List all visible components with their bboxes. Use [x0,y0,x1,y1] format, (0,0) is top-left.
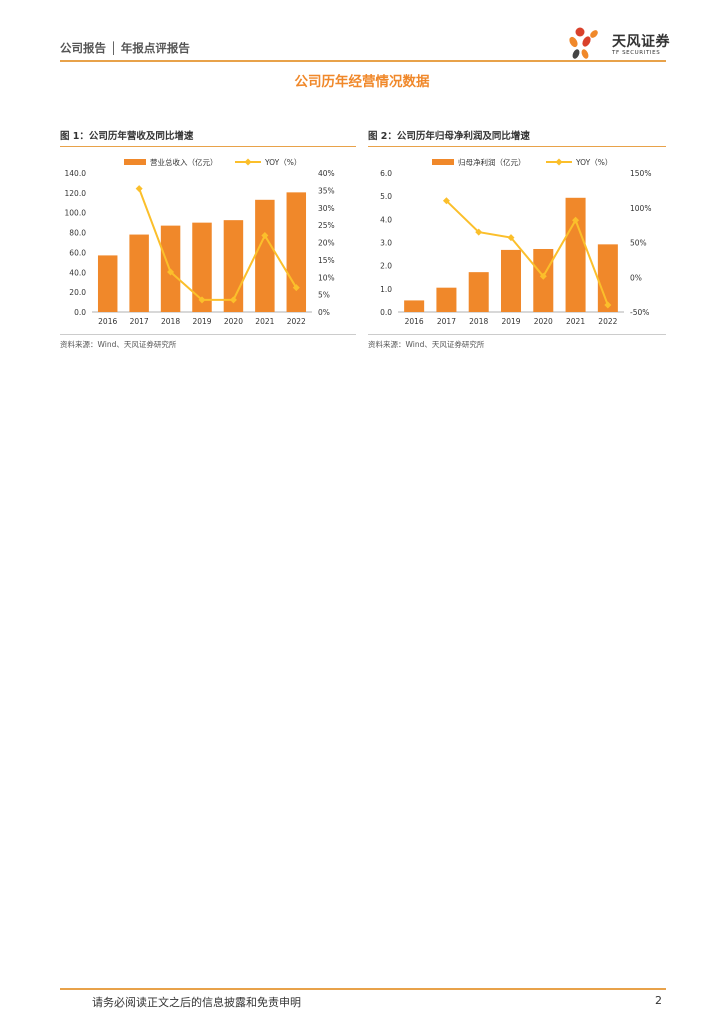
page-number: 2 [655,994,662,1007]
yoy-point-2022 [604,301,612,309]
bar-2021 [565,197,586,312]
right-axis-tick-label: 35% [318,186,335,195]
left-axis-tick-label: 0.0 [74,308,86,317]
bar-2020 [533,248,554,312]
x-axis-tick-label: 2020 [534,317,553,326]
x-axis-tick-label: 2021 [566,317,585,326]
left-axis-tick-label: 40.0 [69,268,86,277]
right-axis-tick-label: 5% [318,291,330,300]
bar-2022 [286,192,307,312]
right-axis-tick-label: 0% [630,273,642,282]
right-axis-tick-label: 30% [318,204,335,213]
right-axis-tick-label: 0% [318,308,330,317]
figure-1-source: 资料来源：Wind、天风证券研究所 [60,340,177,349]
footer-disclaimer: 请务必阅读正文之后的信息披露和免责申明 [92,996,301,1009]
yoy-point-2017 [135,185,143,193]
report-type-label: 公司报告 │ 年报点评报告 [60,41,190,55]
right-axis-tick-label: 20% [318,239,335,248]
yoy-point-2022 [292,284,300,292]
section-title: 公司历年经营情况数据 [294,74,430,90]
figure-2-title: 图 2：公司历年归母净利润及同比增速 [368,131,530,142]
right-axis-tick-label: 25% [318,221,335,230]
bar-2018 [468,272,489,312]
left-axis-tick-label: 2.0 [380,262,392,271]
bar-2017 [436,287,457,312]
footer-divider [60,988,666,990]
legend-bar-label: 营业总收入（亿元） [150,157,218,167]
figure-2-divider [368,146,666,147]
yoy-line [445,200,609,306]
left-axis-tick-label: 140.0 [65,169,87,178]
x-axis-tick-label: 2018 [161,317,180,326]
yoy-point-2017 [442,197,450,205]
right-axis-tick-label: 10% [318,273,335,282]
x-axis-tick-label: 2022 [287,317,306,326]
yoy-point-2021 [572,216,580,224]
right-axis-tick-label: -50% [630,308,649,317]
x-axis-tick-label: 2020 [224,317,243,326]
right-axis-tick-label: 150% [630,169,651,178]
right-axis-tick-label: 40% [318,169,335,178]
legend-line-marker [555,158,563,166]
yoy-point-2018 [475,228,483,236]
legend-bar-swatch [124,159,146,165]
revenue-chart: 0.0 20.0 40.0 60.0 80.0 100.0 120.0 140.0 0% 5% 10… [65,157,335,326]
legend-line-marker [244,158,252,166]
legend-line-label: YOY（%） [575,158,612,167]
x-axis-tick-label: 2017 [437,317,456,326]
logo-subtitle: TF SECURITIES [612,50,661,56]
yoy-point-2018 [167,268,175,276]
left-axis-tick-label: 0.0 [380,308,392,317]
yoy-point-2020 [229,296,237,304]
left-axis-tick-label: 1.0 [380,285,392,294]
header-divider [60,60,666,62]
left-axis-tick-label: 80.0 [69,229,86,238]
yoy-point-2019 [507,234,515,242]
left-axis-tick-label: 5.0 [380,192,392,201]
bar-2017 [129,234,149,312]
left-axis-tick-label: 120.0 [65,189,87,198]
yoy-line [138,188,298,301]
x-axis-tick-label: 2021 [255,317,274,326]
x-axis-tick-label: 2017 [130,317,149,326]
left-axis-tick-label: 60.0 [69,248,86,257]
x-axis-tick-label: 2016 [98,317,117,326]
legend-bar-label: 归母净利润（亿元） [458,157,526,167]
yoy-point-2019 [198,296,206,304]
figure-2-source-divider [368,334,666,335]
bar-2019 [500,249,522,312]
legend-bar-swatch [432,159,454,165]
right-axis-tick-label: 15% [318,256,335,265]
logo-icon [569,27,598,59]
bar-2022 [597,244,618,312]
left-axis-tick-label: 100.0 [65,209,87,218]
bar-2019 [192,222,212,312]
bar-2016 [97,255,118,312]
left-axis-tick-label: 3.0 [380,239,392,248]
legend-line-label: YOY（%） [264,158,301,167]
left-axis-tick-label: 4.0 [380,215,392,224]
x-axis-tick-label: 2019 [192,317,211,326]
figure-1-source-divider [60,334,356,335]
right-axis-tick-label: 100% [630,204,651,213]
right-axis-tick-label: 50% [630,239,647,248]
x-axis-tick-label: 2018 [469,317,488,326]
bar-2016 [404,300,425,312]
x-axis-tick-label: 2016 [405,317,424,326]
figure-2-source: 资料来源：Wind、天风证券研究所 [368,340,485,349]
figure-1-divider [60,146,356,147]
left-axis-tick-label: 6.0 [380,169,392,178]
yoy-point-2021 [261,232,269,240]
left-axis-tick-label: 20.0 [69,288,86,297]
logo-name: 天风证券 [612,34,670,50]
figure-1-title: 图 1：公司历年营收及同比增速 [60,131,194,142]
yoy-point-2020 [539,272,547,280]
bar-2021 [255,199,275,312]
x-axis-tick-label: 2019 [501,317,520,326]
x-axis-tick-label: 2022 [598,317,617,326]
net-profit-chart: 0.0 1.0 2.0 3.0 4.0 5.0 6.0 -50% 0% 50% 100% 150% 20… [380,157,651,326]
